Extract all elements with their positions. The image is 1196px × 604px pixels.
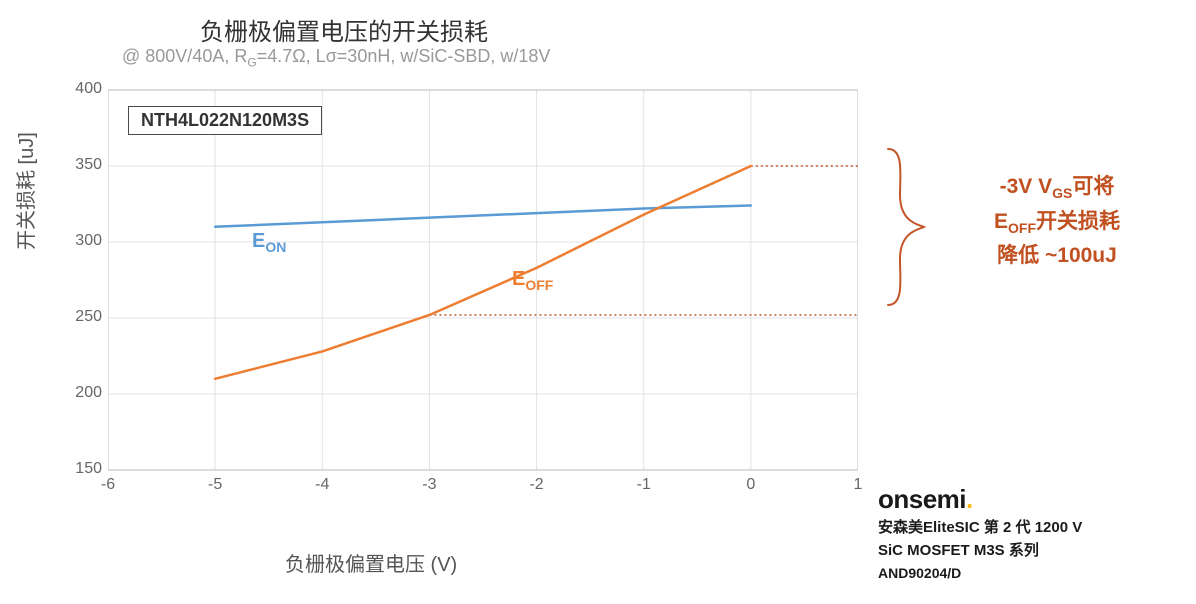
part-number-box: NTH4L022N120M3S	[128, 106, 322, 135]
eon-prefix: E	[252, 230, 265, 252]
annotation-line1: -3V VGS可将	[937, 170, 1177, 205]
x-tick: -6	[96, 476, 120, 494]
chart-svg	[108, 80, 858, 500]
y-tick: 250	[66, 308, 102, 326]
annot-l2-prefix: E	[994, 210, 1008, 233]
subtitle-suffix: =4.7Ω, Lσ=30nH, w/SiC-SBD, w/18V	[257, 46, 551, 66]
annotation-line3: 降低 ~100uJ	[937, 239, 1177, 273]
logo-block: onsemi. 安森美EliteSIC 第 2 代 1200 V SiC MOS…	[878, 484, 1178, 581]
series-label-eoff: EOFF	[512, 268, 553, 293]
logo-desc-line2: SiC MOSFET M3S 系列	[878, 540, 1178, 561]
brand-dot: .	[966, 484, 973, 514]
logo-doc: AND90204/D	[878, 565, 1178, 581]
annotation-brace	[880, 145, 930, 309]
x-tick: 0	[739, 476, 763, 494]
annot-l2-suffix: 开关损耗	[1036, 210, 1120, 233]
chart-title: 负栅极偏置电压的开关损耗	[200, 12, 488, 47]
x-tick: -4	[310, 476, 334, 494]
x-tick: -2	[525, 476, 549, 494]
y-tick: 200	[66, 384, 102, 402]
chart-subtitle: @ 800V/40A, RG=4.7Ω, Lσ=30nH, w/SiC-SBD,…	[122, 46, 550, 70]
annot-l1-prefix: -3V V	[1000, 175, 1053, 198]
logo-desc-line1: 安森美EliteSIC 第 2 代 1200 V	[878, 517, 1178, 538]
brand-text: onsemi	[878, 484, 966, 514]
eoff-sub: OFF	[525, 277, 553, 293]
y-tick: 300	[66, 232, 102, 250]
x-tick: -3	[417, 476, 441, 494]
subtitle-prefix: @ 800V/40A, R	[122, 46, 247, 66]
x-tick: -5	[203, 476, 227, 494]
y-tick: 400	[66, 80, 102, 98]
plot-area	[108, 80, 858, 500]
y-tick: 350	[66, 156, 102, 174]
eoff-prefix: E	[512, 268, 525, 290]
annotation-text: -3V VGS可将 EOFF开关损耗 降低 ~100uJ	[937, 170, 1177, 273]
annot-l2-sub: OFF	[1008, 220, 1036, 236]
x-axis-label: 负栅极偏置电压 (V)	[285, 548, 457, 577]
eon-sub: ON	[265, 239, 286, 255]
x-tick: 1	[846, 476, 870, 494]
x-tick: -1	[632, 476, 656, 494]
annot-l1-sub: GS	[1052, 185, 1072, 201]
subtitle-sub: G	[247, 56, 256, 70]
annot-l1-suffix: 可将	[1072, 175, 1114, 198]
brand-logo: onsemi.	[878, 484, 1178, 515]
series-label-eon: EON	[252, 230, 286, 255]
annotation-line2: EOFF开关损耗	[937, 205, 1177, 240]
y-axis-label: 开关损耗 [uJ]	[10, 132, 39, 250]
